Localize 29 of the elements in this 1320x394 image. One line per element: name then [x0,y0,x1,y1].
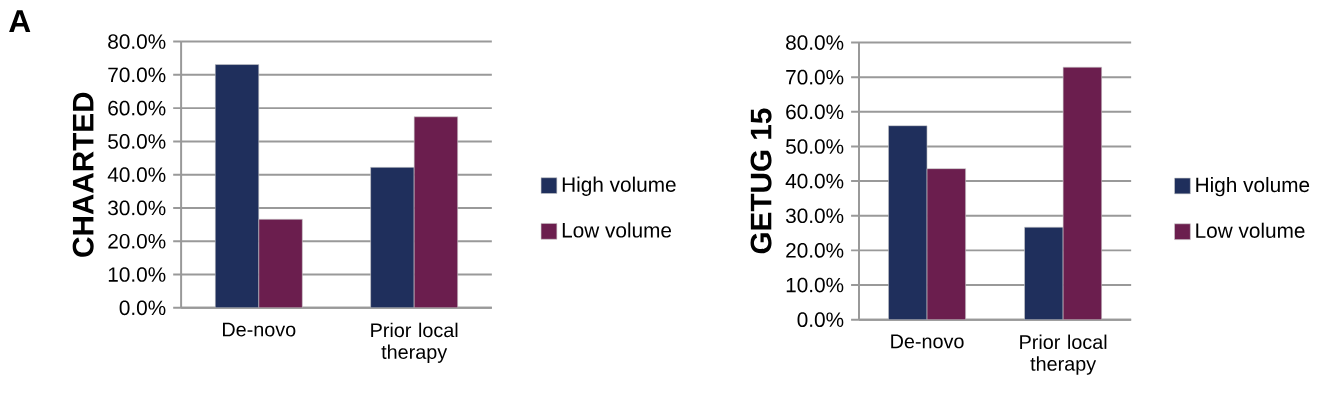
legend-label: High volume [562,176,676,197]
y-tick-label: 10.0% [108,267,166,282]
y-tick-label: 40.0% [107,167,166,183]
y-axis-title: CHAARTED [72,92,94,257]
y-tick-label: 50.0% [786,139,844,154]
legend-label: High volume [1196,177,1310,197]
y-tick-label: 0.0% [797,312,844,328]
y-tick-label: 50.0% [108,134,166,149]
y-tick-label: 70.0% [108,67,166,83]
x-tick-label: De-novo [891,334,964,349]
y-tick-label: 60.0% [786,104,844,120]
text: A [9,10,31,33]
y-tick-label: 30.0% [785,208,844,224]
legend-label: Low volume [562,222,672,238]
y-tick-label: 40.0% [785,173,844,189]
y-tick-label: 0.0% [119,300,166,316]
legend-label: Low volume [1196,222,1305,239]
y-tick-label: 80.0% [108,34,166,50]
x-tick-label: Prior local therapy [1020,334,1107,375]
y-tick-label: 20.0% [108,233,166,249]
x-tick-label: De-novo [223,322,296,337]
y-tick-label: 20.0% [786,243,844,258]
y-axis-title: GETUG 15 [750,108,772,254]
y-tick-label: 30.0% [108,200,166,216]
y-tick-label: 10.0% [786,277,844,293]
x-tick-label: Prior local therapy [371,322,458,363]
y-tick-label: 80.0% [786,35,844,51]
y-tick-label: 60.0% [108,100,166,116]
y-tick-label: 70.0% [786,69,844,85]
